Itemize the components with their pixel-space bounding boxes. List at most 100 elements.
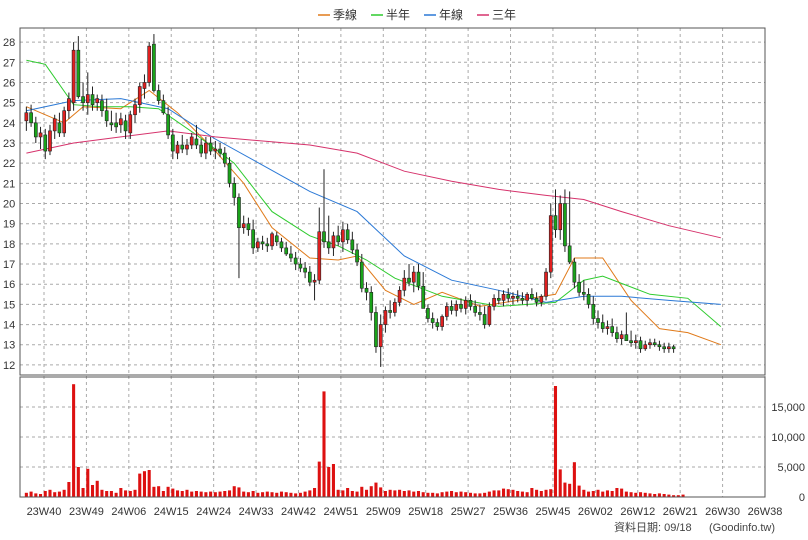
candle-body	[350, 239, 355, 251]
volume-bar	[341, 490, 345, 497]
candle-body	[175, 144, 180, 154]
volume-bar	[227, 490, 232, 497]
candle-body	[478, 312, 482, 315]
candle-body	[218, 148, 222, 154]
ma-line-half	[26, 59, 722, 327]
volume-bar	[450, 491, 454, 497]
volume-bar	[464, 492, 468, 497]
volume-tick-label: 5,000	[777, 462, 805, 474]
volume-bar	[468, 492, 472, 497]
candle-body	[237, 197, 241, 229]
volume-bar	[634, 492, 638, 497]
volume-bar	[171, 488, 175, 497]
candle-body	[402, 277, 407, 291]
candle-body	[137, 86, 142, 105]
candle-body	[341, 229, 345, 243]
candle-body	[572, 261, 577, 283]
candle-body	[534, 298, 539, 303]
candle-body	[180, 144, 185, 150]
x-tick-label: 24W15	[154, 506, 189, 518]
candle-body	[345, 229, 350, 241]
volume-bar	[265, 491, 269, 497]
candle-body	[652, 342, 657, 346]
volume-bar	[572, 462, 576, 497]
candle-body	[463, 300, 468, 309]
candle-body	[473, 306, 478, 313]
volume-bar	[90, 485, 95, 497]
candle-body	[657, 344, 662, 348]
volume-bar	[553, 386, 558, 497]
volume-bar	[435, 493, 439, 497]
candle-body	[95, 98, 100, 103]
price-tick-label: 23	[3, 138, 15, 150]
candle-body	[520, 298, 525, 301]
volume-bar	[383, 491, 387, 497]
price-panel	[24, 34, 722, 367]
candle-body	[393, 302, 397, 313]
volume-bar	[563, 482, 567, 497]
volume-bar	[544, 489, 548, 497]
volume-bar	[161, 491, 165, 497]
grid	[20, 28, 766, 498]
candle-body	[289, 253, 293, 259]
volume-bar	[483, 492, 487, 497]
volume-bar	[242, 491, 246, 497]
volume-bar	[303, 491, 307, 497]
candle-body	[133, 104, 137, 116]
volume-bar	[86, 468, 90, 497]
candle-body	[265, 243, 270, 247]
volume-bar	[237, 487, 241, 497]
candle-body	[326, 241, 331, 249]
candle-body	[388, 310, 392, 313]
price-tick-label: 15	[3, 299, 15, 311]
candle-body	[444, 306, 449, 317]
x-tick-label: 23W40	[27, 506, 62, 518]
candle-body	[586, 294, 591, 305]
volume-bar	[34, 493, 38, 497]
volume-bar	[459, 491, 463, 497]
volume-bar	[246, 492, 250, 497]
volume-bar	[520, 491, 524, 497]
candle-body	[548, 215, 553, 273]
volume-bar	[393, 490, 397, 497]
price-tick-label: 19	[3, 219, 15, 231]
candle-body	[307, 271, 312, 283]
volume-bar	[487, 491, 491, 497]
x-tick-label: 24W24	[196, 506, 231, 518]
candle-body	[100, 100, 104, 112]
volume-bar	[95, 480, 99, 497]
candle-body	[57, 122, 62, 134]
candle-body	[567, 245, 572, 263]
candle-body	[558, 203, 563, 231]
volume-panel	[24, 384, 685, 497]
ma-line-three_year	[26, 130, 721, 239]
volume-bar	[648, 493, 652, 497]
candle-body	[90, 94, 95, 105]
candle-body	[359, 261, 364, 289]
candle-body	[615, 332, 619, 339]
volume-bar	[350, 491, 354, 497]
legend: 季線 半年 年線 三年	[318, 7, 516, 22]
volume-bar	[657, 493, 661, 497]
x-tick-label: 24W06	[111, 506, 146, 518]
volume-bar	[48, 489, 52, 497]
candle-body	[85, 94, 90, 103]
volume-bar	[289, 492, 293, 497]
volume-bar	[445, 491, 449, 497]
x-tick-label: 26W12	[620, 506, 655, 518]
x-tick-label: 26W38	[748, 506, 783, 518]
x-tick-label: 25W18	[408, 506, 443, 518]
candle-body	[544, 271, 548, 297]
candle-body	[199, 144, 203, 154]
volume-bar	[672, 495, 676, 497]
volume-bar	[525, 492, 529, 497]
candle-body	[43, 134, 48, 152]
candle-body	[411, 271, 416, 283]
volume-bar	[610, 491, 614, 497]
volume-bar	[653, 494, 657, 497]
volume-bar	[501, 488, 506, 497]
volume-bar	[549, 489, 553, 497]
volume-bar	[38, 494, 43, 497]
volume-bar	[662, 494, 666, 497]
candle-body	[62, 110, 66, 134]
